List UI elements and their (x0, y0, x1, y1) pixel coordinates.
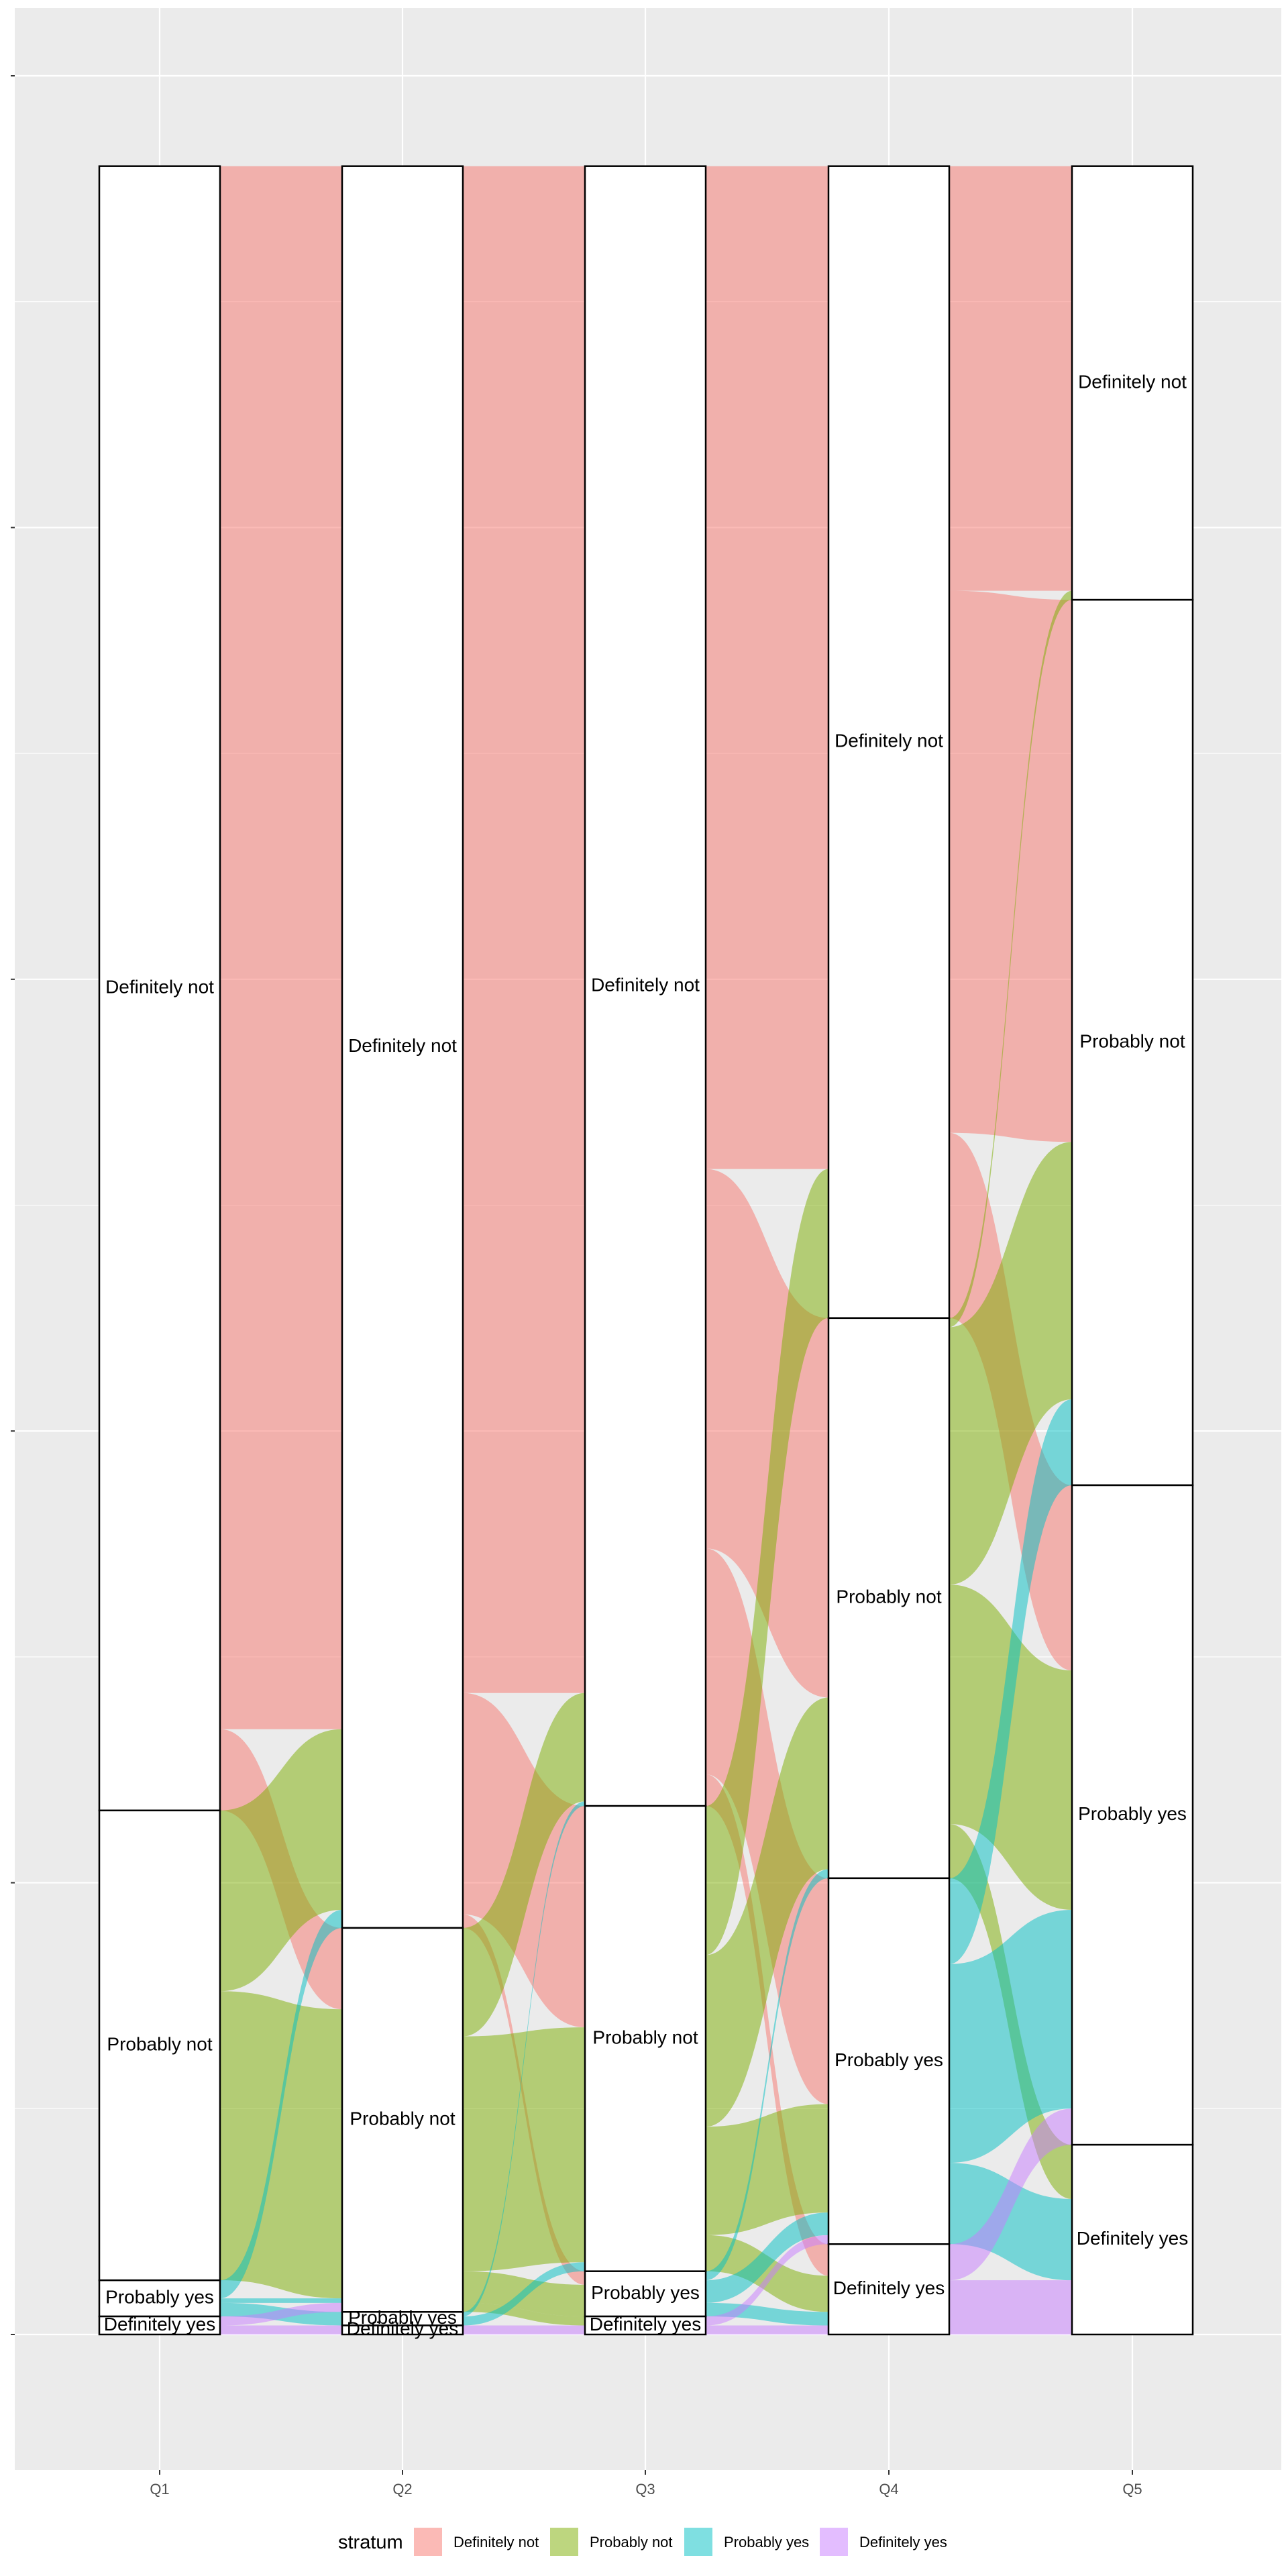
flow-probably-yes-to-definitely-not (463, 1801, 585, 2317)
flow-definitely-not-to-probably-not (949, 590, 1072, 1142)
flow-probably-yes-to-probably-yes (949, 1909, 1072, 2163)
x-axis: Q1 Q2 Q3 Q4 Q5 (150, 2470, 1142, 2498)
stratum-q3-probably-not (584, 1805, 707, 2272)
legend-label: Definitely yes (859, 2534, 947, 2551)
flow-definitely-not-to-definitely-yes (706, 1774, 828, 2276)
flow-probably-not-to-probably-yes (706, 2104, 828, 2235)
flow-definitely-not-to-definitely-not (220, 166, 342, 1729)
flow-probably-yes-to-probably-not (220, 2298, 342, 2303)
legend-key-probably-not (550, 2528, 578, 2556)
flow-definitely-yes-to-probably-not (220, 2302, 342, 2326)
flow-definitely-yes-to-probably-yes (706, 2235, 828, 2326)
stratum-q3-definitely-yes (584, 2315, 707, 2336)
flow-probably-not-to-probably-not (463, 2027, 585, 2271)
stratum-label: Definitely yes (347, 2318, 459, 2339)
flow-probably-not-to-definitely-yes (463, 2302, 585, 2326)
stratum-q1-probably-not (98, 1809, 221, 2282)
legend-label: Definitely not (453, 2534, 539, 2551)
legend-label: Probably yes (724, 2534, 809, 2551)
legend-key-definitely-not (414, 2528, 442, 2556)
stratum-q5-definitely-yes (1071, 2143, 1194, 2336)
stratum-q2-definitely-yes (341, 2324, 464, 2336)
x-tick-label: Q2 (392, 2481, 412, 2498)
stratum-q4-definitely-yes (827, 2243, 951, 2336)
legend-key-definitely-yes (820, 2528, 848, 2556)
flow-probably-not-to-definitely-not (706, 1169, 828, 1955)
stratum-label: Definitely yes (833, 2277, 945, 2298)
flow-definitely-yes-to-definitely-yes (220, 2325, 342, 2334)
stratum-label: Definitely not (835, 731, 943, 751)
stratum-label: Probably yes (835, 2049, 943, 2070)
stratum-label: Definitely not (591, 974, 700, 995)
stratum-q2-probably-not (341, 1927, 464, 2313)
stratum-label: Definitely not (348, 1035, 457, 1056)
legend: stratum Definitely not Probably not Probab… (338, 2528, 947, 2556)
stratum-label: Probably not (592, 2027, 698, 2047)
flow-definitely-not-to-probably-not (706, 1169, 828, 1698)
flow-probably-not-to-definitely-yes (706, 2235, 828, 2312)
stratum-label: Probably not (1079, 1030, 1185, 1051)
flow-probably-not-to-definitely-not (949, 590, 1072, 1328)
stratum-q1-definitely-not (98, 165, 221, 1812)
y-axis-ticks (11, 75, 15, 2335)
flow-probably-not-to-probably-not (706, 1697, 828, 2127)
flow-definitely-not-to-definitely-not (949, 166, 1072, 591)
flow-probably-yes-to-definitely-not (220, 1909, 342, 2299)
flow-probably-not-to-probably-not (949, 1142, 1072, 1585)
legend-title: stratum (338, 2532, 403, 2553)
alluvial-flows (220, 166, 1072, 2334)
stratum-label: Definitely yes (104, 2314, 216, 2334)
flow-probably-yes-to-probably-not (949, 1399, 1072, 1964)
x-tick-label: Q1 (150, 2481, 169, 2498)
stratum-label: Probably yes (591, 2282, 700, 2303)
stratum-label: Probably yes (105, 2287, 214, 2308)
stratum-label: Probably yes (348, 2307, 457, 2328)
stratum-q4-definitely-not (827, 165, 951, 1320)
flow-probably-not-to-probably-not (220, 1991, 342, 2299)
stratum-label: Definitely yes (1077, 2228, 1189, 2249)
flow-probably-yes-to-probably-yes (706, 2212, 828, 2303)
flow-probably-yes-to-definitely-yes (949, 2163, 1072, 2281)
stratum-label: Probably not (350, 2108, 455, 2129)
stratum-label: Probably yes (1078, 1803, 1187, 1824)
flow-probably-not-to-definitely-not (463, 1693, 585, 2037)
stratum-q1-definitely-yes (98, 2315, 221, 2336)
flow-definitely-yes-to-definitely-yes (949, 2280, 1072, 2334)
stratum-q5-probably-yes (1071, 1484, 1194, 2146)
stratum-label: Probably not (836, 1587, 941, 1607)
stratum-label: Definitely not (1078, 371, 1187, 392)
legend-label: Probably not (590, 2534, 673, 2551)
stratum-q1-probably-yes (98, 2279, 221, 2318)
legend-key-probably-yes (684, 2528, 712, 2556)
stratum-label: Definitely yes (590, 2314, 702, 2334)
x-tick-label: Q4 (879, 2481, 898, 2498)
stratum-label: Definitely not (105, 977, 214, 998)
flow-probably-yes-to-probably-not (706, 1869, 828, 2281)
flow-definitely-not-to-definitely-not (706, 166, 828, 1169)
flow-probably-yes-to-probably-not (463, 2262, 585, 2326)
flow-definitely-yes-to-probably-yes (949, 2108, 1072, 2281)
flow-probably-not-to-definitely-not (220, 1729, 342, 1992)
stratum-q4-probably-yes (827, 1877, 951, 2245)
flow-definitely-not-to-definitely-not (463, 166, 585, 1693)
stratum-q2-definitely-not (341, 165, 464, 1929)
x-tick-label: Q5 (1122, 2481, 1142, 2498)
stratum-q5-probably-not (1071, 598, 1194, 1487)
flow-definitely-yes-to-definitely-yes (706, 2325, 828, 2334)
stratum-label: Probably not (107, 2033, 212, 2054)
stratum-q5-definitely-not (1071, 165, 1194, 601)
x-tick-label: Q3 (635, 2481, 655, 2498)
flow-definitely-yes-to-definitely-yes (463, 2325, 585, 2334)
